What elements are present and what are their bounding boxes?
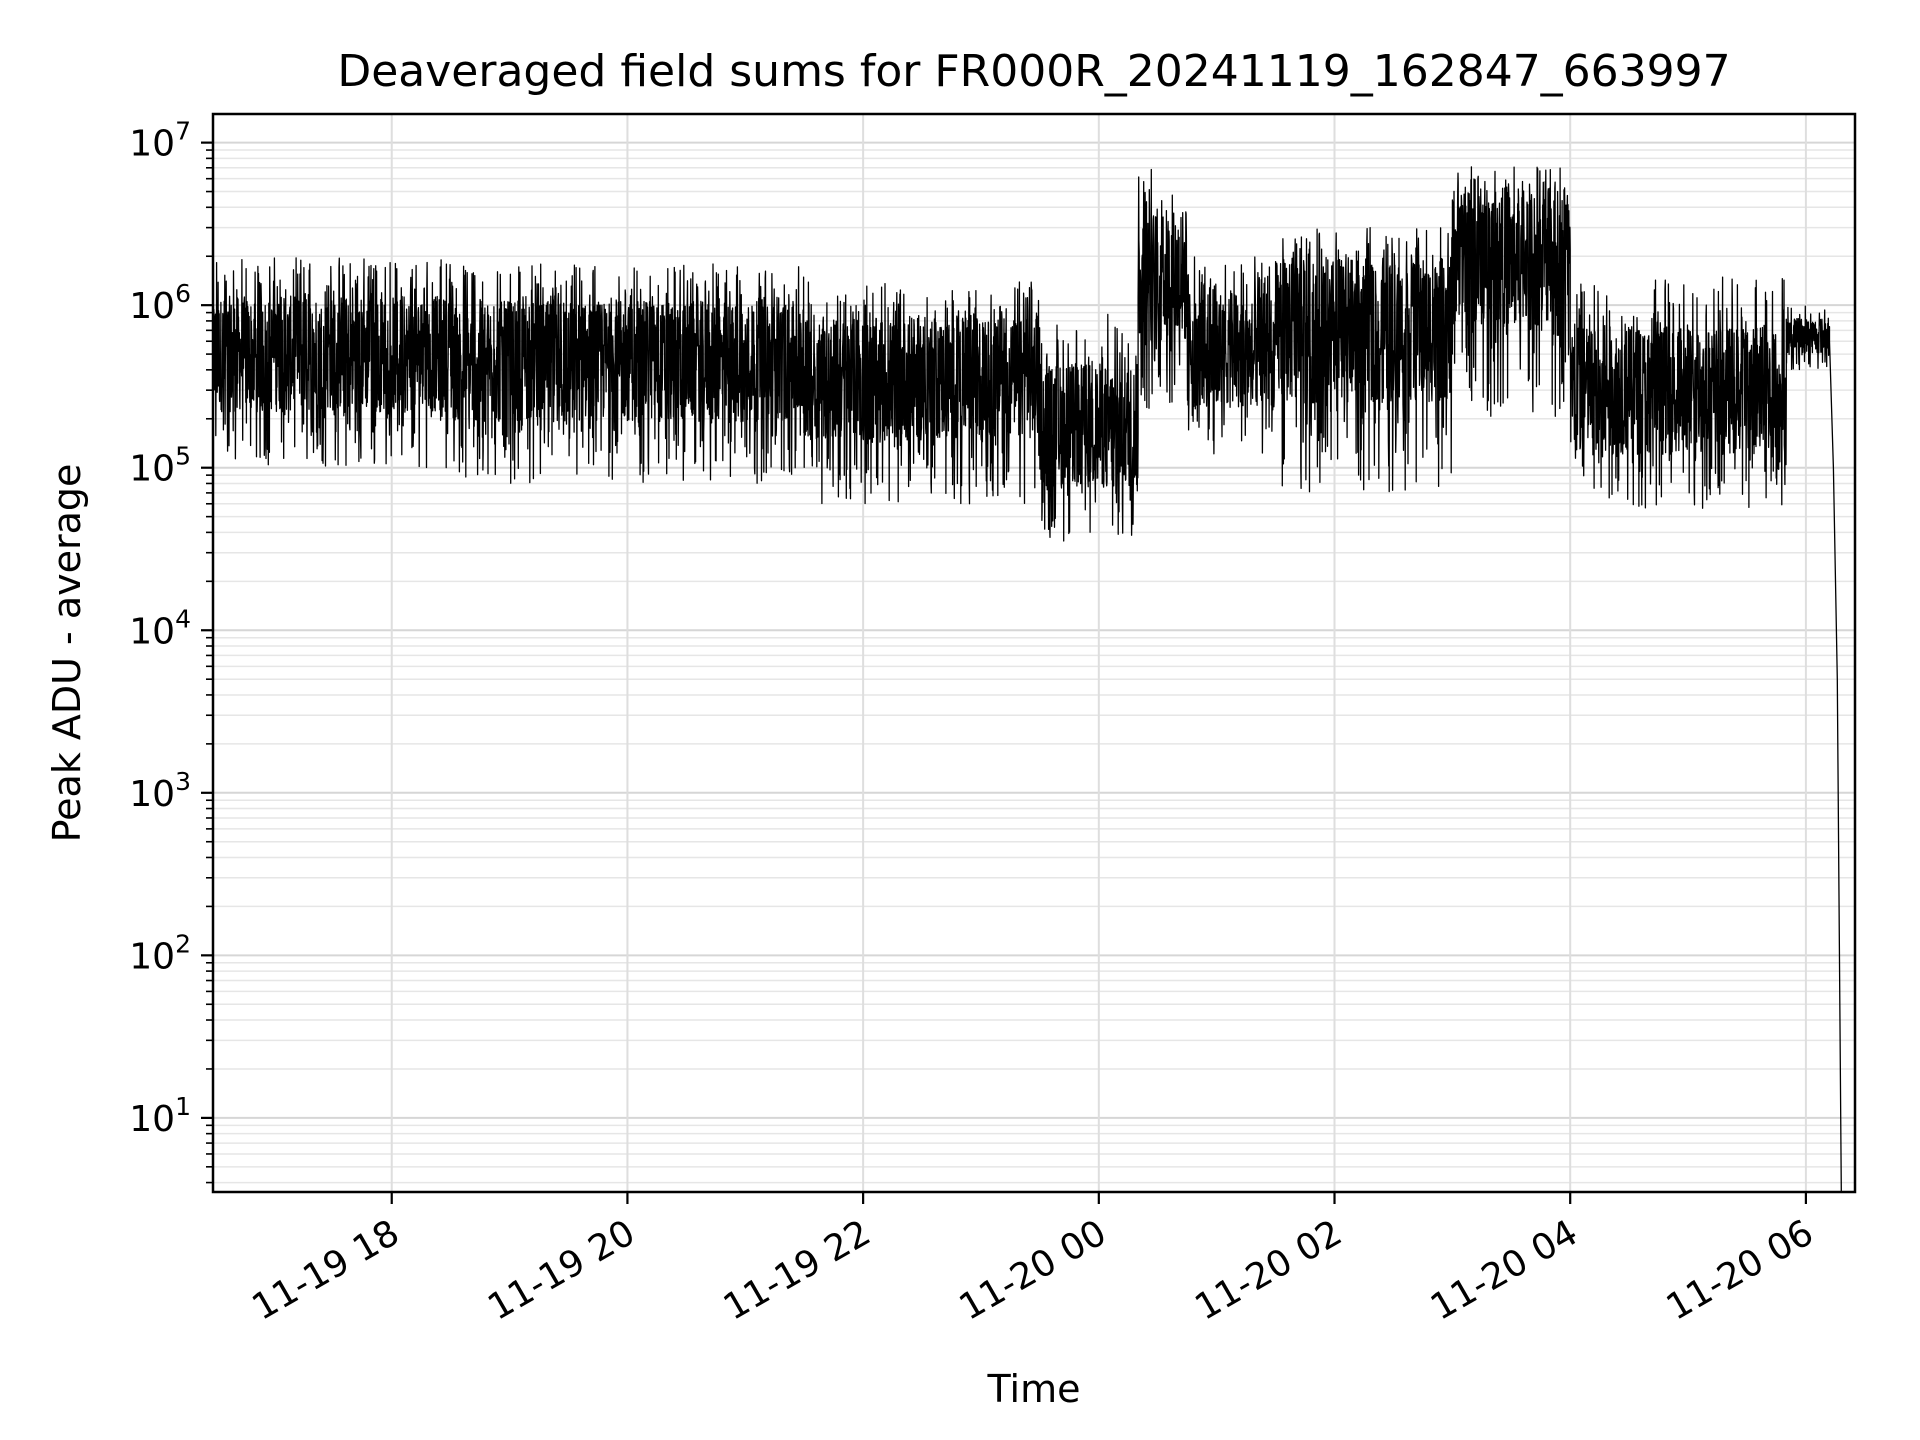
y-tick-label: 107 xyxy=(129,117,191,165)
y-tick-label: 106 xyxy=(129,279,191,327)
data-series xyxy=(212,166,1842,1193)
grid xyxy=(213,114,1855,1192)
y-axis: 101 102 103 104 105 106 107 xyxy=(129,117,213,1184)
y-tick-label: 101 xyxy=(129,1092,191,1140)
series-line xyxy=(212,166,1842,1193)
chart-title: Deaveraged field sums for FR000R_2024111… xyxy=(337,46,1730,97)
y-tick-label: 105 xyxy=(129,442,191,490)
x-axis-label: Time xyxy=(987,1367,1081,1411)
y-tick-label: 102 xyxy=(129,929,191,977)
plot-frame xyxy=(211,112,1857,1194)
y-tick-label: 104 xyxy=(129,604,191,652)
y-tick-label: 103 xyxy=(129,767,191,815)
y-axis-label: Peak ADU - average xyxy=(45,464,89,843)
